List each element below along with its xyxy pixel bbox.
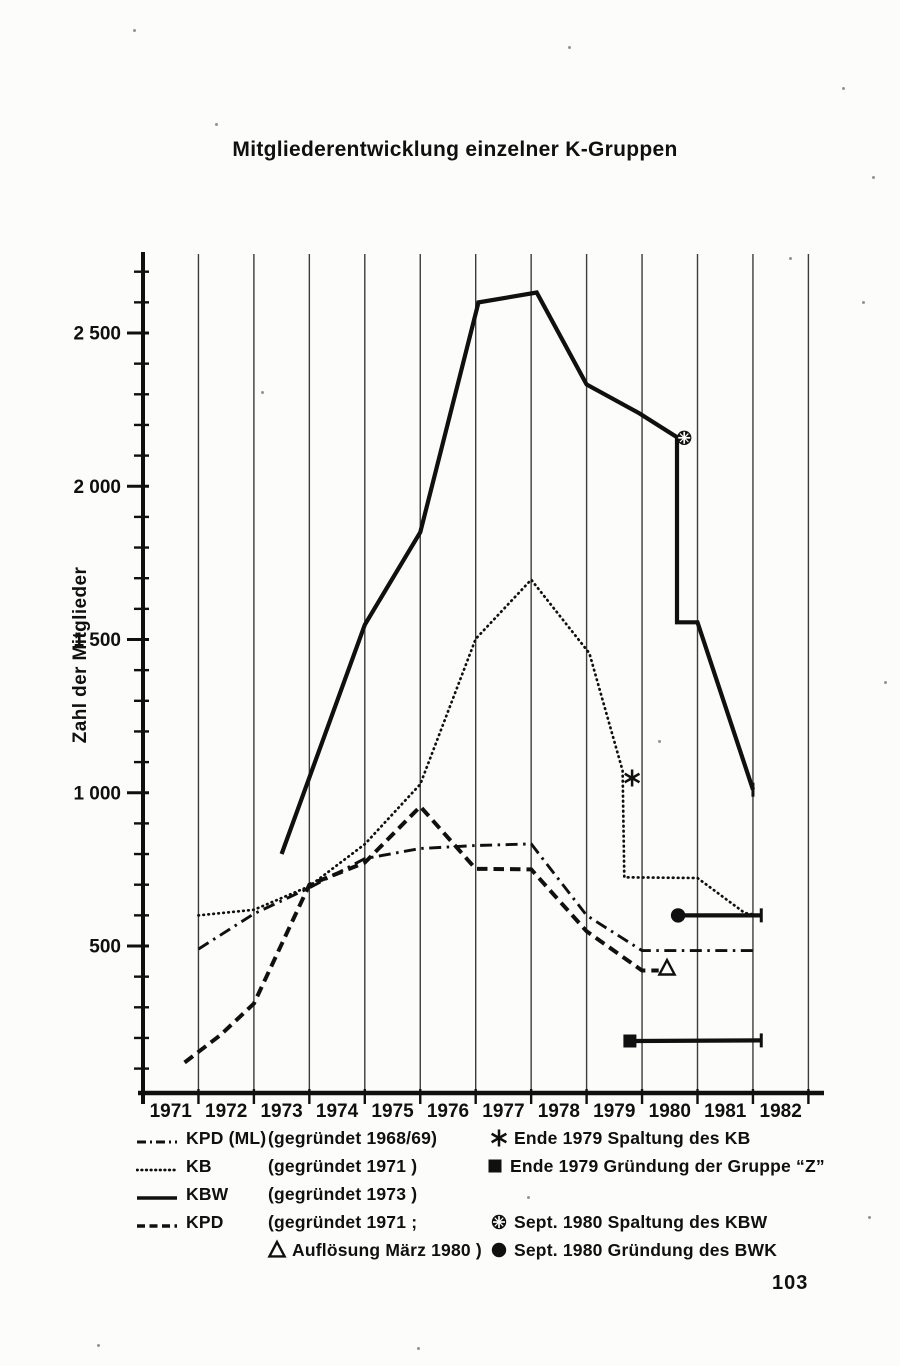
legend-swatch-dashed [136, 1216, 178, 1228]
x-tick-label: 1982 [760, 1101, 802, 1122]
y-tick-label: 2 500 [73, 324, 121, 345]
square-marker [623, 1034, 637, 1048]
x-tick-label: 1976 [427, 1101, 469, 1122]
x-tick-label: 1977 [482, 1101, 524, 1122]
legend-series-note: (gegründet 1973 ) [268, 1183, 418, 1204]
legend-series-note: (gegründet 1968/69) [268, 1127, 438, 1148]
series-bwk [678, 908, 763, 923]
triangle-marker [657, 957, 677, 976]
x-tick-label: 1974 [316, 1101, 359, 1122]
legend-row-bwk: Sept. 1980 Gründung des BWK [488, 1238, 777, 1262]
y-tick-label: 1 000 [73, 783, 121, 804]
legend-row-kbw-split: Sept. 1980 Spaltung des KBW [488, 1210, 767, 1234]
series-kpd-ml [197, 842, 757, 953]
x-tick-label: 1981 [704, 1101, 747, 1122]
legend-series-note: (gegründet 1971 ; [268, 1211, 418, 1232]
legend-row-kb: KB (gegründet 1971 ) [135, 1154, 418, 1178]
series-gruppe-z [629, 1033, 763, 1048]
y-tick-label: 2 000 [73, 477, 121, 498]
legend-series-note: (gegründet 1971 ) [268, 1155, 418, 1176]
y-axis-title: Zahl der Mitglieder [70, 567, 91, 744]
y-axis-ticks: 500 1 000 1 500 2 000 2 500 [73, 270, 149, 1070]
event-markers [623, 430, 692, 1048]
x-tick-label: 1972 [205, 1101, 247, 1122]
chart-title: Mitgliederentwicklung einzelner K-Gruppe… [232, 138, 678, 161]
legend-row-gruppe-z: Ende 1979 Gründung der Gruppe “Z” [484, 1154, 825, 1178]
legend-swatch-solid [136, 1188, 178, 1200]
chart-legend: KPD (ML) (gegründet 1968/69) KB (gegründ… [135, 1126, 886, 1276]
legend-row-kpd: KPD (gegründet 1971 ; [136, 1210, 417, 1234]
legend-swatch-dashdot [136, 1132, 178, 1144]
legend-series-name: KPD (ML) [186, 1127, 267, 1148]
y-tick-label: 500 [89, 937, 121, 958]
legend-series-note: Auflösung März 1980 ) [292, 1239, 482, 1260]
asterisk-marker [624, 769, 641, 787]
legend-swatch-dotted [135, 1160, 179, 1172]
legend-event-text: Sept. 1980 Gründung des BWK [514, 1239, 778, 1260]
asterisk-icon [488, 1127, 510, 1149]
legend-row-kbw: KBW (gegründet 1973 ) [136, 1182, 417, 1206]
circle-marker [670, 908, 686, 923]
square-icon [484, 1155, 506, 1177]
series-kpd [183, 803, 659, 1065]
legend-row-kpd-ml: KPD (ML) (gegründet 1968/69) [136, 1126, 437, 1150]
x-tick-label: 1978 [538, 1101, 580, 1122]
legend-series-name: KPD [186, 1211, 224, 1232]
circle-cross-icon [488, 1211, 510, 1233]
series-kbw [279, 290, 755, 855]
legend-event-text: Sept. 1980 Spaltung des KBW [514, 1211, 768, 1232]
x-tick-label: 1980 [649, 1101, 691, 1122]
year-gridlines [197, 254, 810, 1091]
legend-event-text: Ende 1979 Gründung der Gruppe “Z” [510, 1155, 825, 1176]
legend-row-kpd-dissolution: Auflösung März 1980 ) [266, 1238, 482, 1262]
x-tick-label: 1979 [593, 1101, 635, 1122]
y-tick-label: 1 500 [73, 630, 121, 651]
circle-cross-marker [677, 430, 692, 445]
x-axis-ticks: 1971 1972 1973 1974 1975 1976 1977 1978 1979 1980… [150, 1089, 810, 1122]
axes [138, 252, 824, 1104]
x-tick-label: 1971 [150, 1101, 193, 1122]
x-tick-label: 1975 [371, 1101, 414, 1122]
legend-row-kb-split: Ende 1979 Spaltung des KB [488, 1126, 750, 1150]
x-tick-label: 1973 [260, 1101, 302, 1122]
series-kb [197, 577, 760, 917]
legend-series-name: KB [186, 1155, 212, 1176]
legend-event-text: Ende 1979 Spaltung des KB [514, 1127, 751, 1148]
legend-series-name: KBW [186, 1183, 229, 1204]
triangle-icon [266, 1239, 288, 1261]
page-number: 103 [772, 1272, 809, 1294]
circle-icon [488, 1239, 510, 1261]
